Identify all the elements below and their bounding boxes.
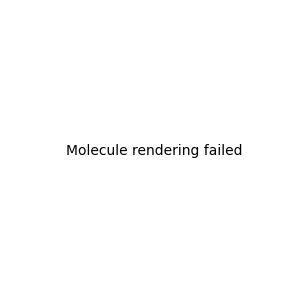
Text: Molecule rendering failed: Molecule rendering failed [65, 145, 242, 158]
